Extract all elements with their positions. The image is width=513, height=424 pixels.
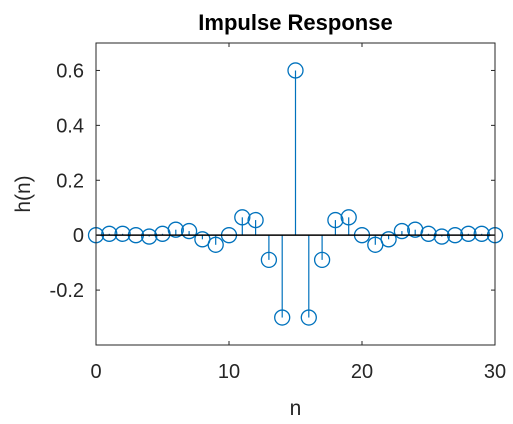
stem-marker (380, 231, 397, 248)
x-tick-label: 10 (218, 361, 240, 383)
stem-marker (101, 225, 118, 242)
y-tick-label: 0.2 (56, 170, 84, 192)
stem-marker (340, 209, 357, 226)
y-tick-label: 0.4 (56, 115, 84, 137)
x-tick-label: 30 (484, 361, 506, 383)
stem-marker (274, 309, 291, 326)
stem-marker (313, 251, 331, 269)
stem-marker (167, 221, 184, 238)
stem-marker (393, 222, 411, 240)
stem-marker (207, 236, 224, 253)
stem-marker (420, 225, 437, 242)
y-tick-label: 0 (73, 225, 84, 247)
stem-marker (473, 225, 490, 242)
y-tick-label: 0.6 (56, 60, 84, 82)
stem-marker (433, 228, 450, 245)
stem-marker (260, 251, 278, 269)
x-axis-label: n (290, 397, 302, 420)
stem-marker (247, 211, 264, 229)
stem-marker (141, 228, 158, 245)
stem-marker (180, 222, 198, 240)
stem-marker (114, 225, 131, 242)
stem-marker (287, 62, 304, 79)
axis-ticks: 0 10 20 30 -0.2 0 0.2 0.4 0.6 (50, 43, 506, 383)
y-tick-label: -0.2 (50, 280, 84, 302)
x-tick-label: 0 (90, 361, 101, 383)
stem-marker (300, 309, 317, 326)
axes-box (95, 42, 496, 346)
x-tick-label: 20 (351, 361, 373, 383)
stem-marker (327, 211, 344, 229)
y-axis-label: h(n) (12, 175, 35, 212)
stem-marker (460, 225, 477, 242)
stem-marker (234, 209, 251, 226)
chart-title: Impulse Response (198, 10, 392, 35)
